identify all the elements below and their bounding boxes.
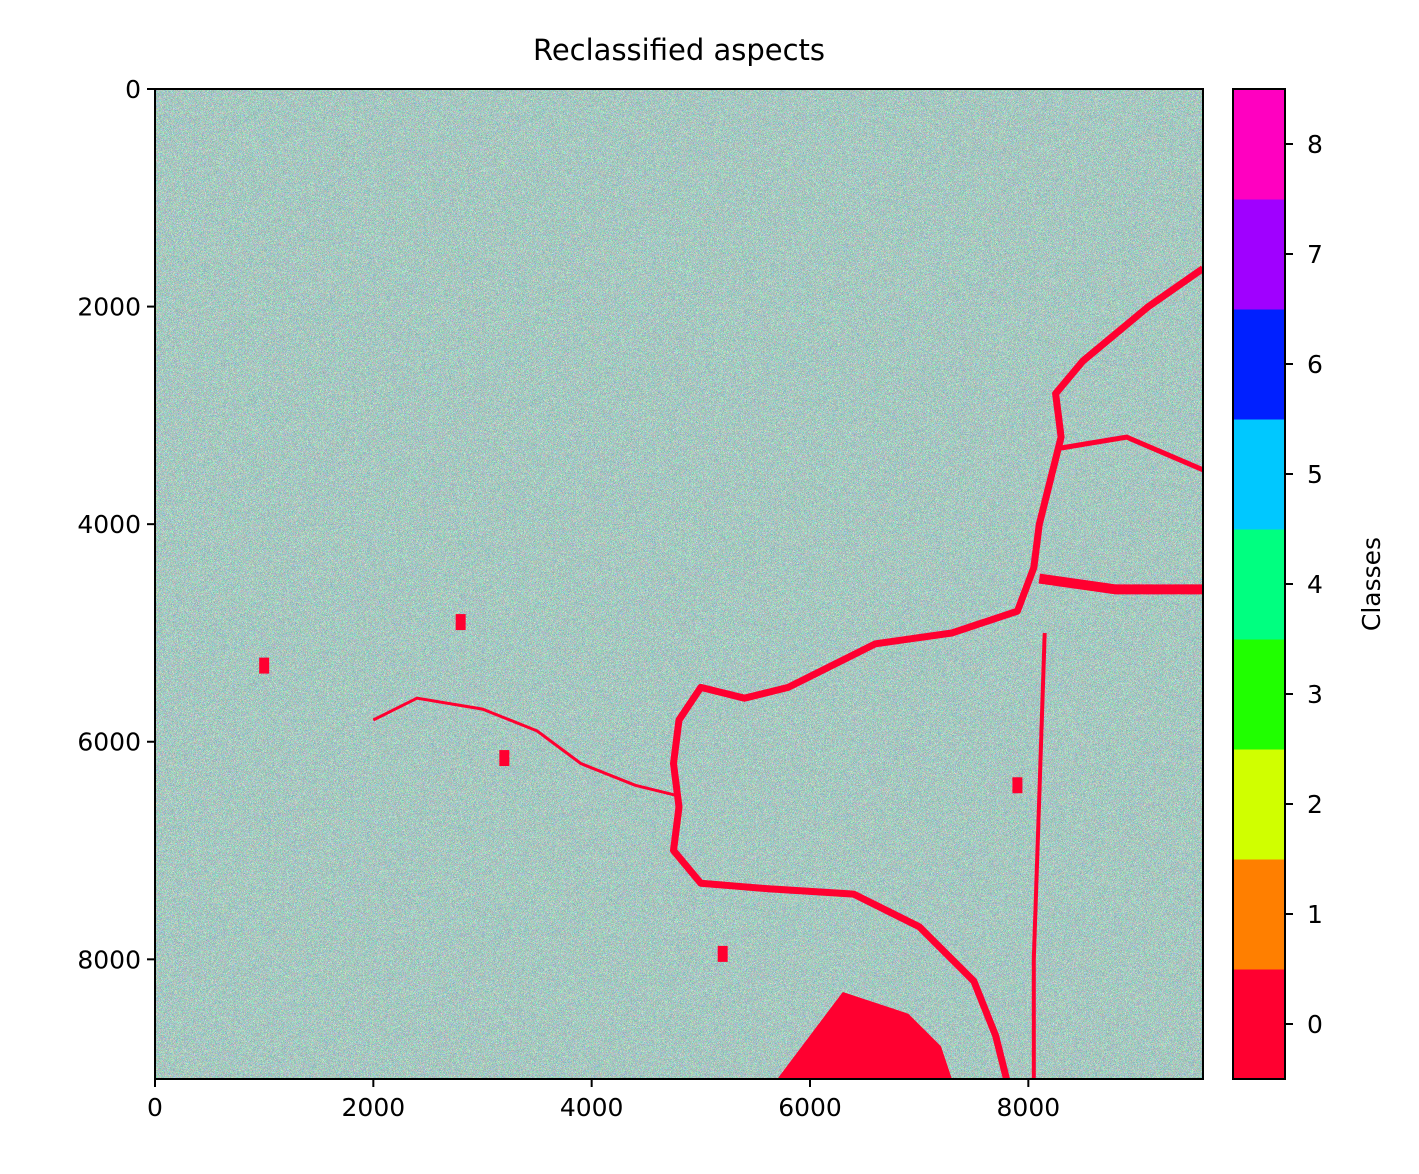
colorbar-tick-label: 1 xyxy=(1307,900,1323,929)
water-patch xyxy=(259,657,270,674)
colorbar-swatch xyxy=(1233,969,1285,1080)
x-axis: 0 2000 4000 6000 8000 xyxy=(147,1079,1060,1122)
colorbar-tick-label: 8 xyxy=(1307,130,1323,159)
colorbar-swatch xyxy=(1233,89,1285,200)
river-main xyxy=(670,265,1203,1079)
colorbar-frame xyxy=(1232,88,1286,1080)
y-axis: 0 2000 4000 6000 8000 xyxy=(77,75,155,974)
water-body-south xyxy=(777,992,952,1079)
colorbar-tick-label: 3 xyxy=(1307,680,1323,709)
water-patch xyxy=(1012,777,1023,794)
y-tick-label: 6000 xyxy=(77,728,141,757)
colorbar-label: Classes xyxy=(1357,537,1386,631)
y-tick-label: 8000 xyxy=(77,945,141,974)
water-patch xyxy=(499,750,510,767)
colorbar: 0 1 2 3 4 5 6 7 8 xyxy=(1232,88,1323,1080)
colorbar-swatch xyxy=(1233,199,1285,310)
colorbar-tick-label: 0 xyxy=(1307,1010,1323,1039)
colorbar-swatch xyxy=(1233,529,1285,640)
river-branch-east xyxy=(1038,573,1203,595)
y-tick-label: 4000 xyxy=(77,510,141,539)
x-tick-label: 0 xyxy=(147,1093,163,1122)
plot-frame xyxy=(154,88,1204,1080)
water-patch xyxy=(455,614,466,631)
y-tick-label: 2000 xyxy=(77,293,141,322)
colorbar-swatch xyxy=(1233,309,1285,420)
canal-south xyxy=(1031,632,1047,1079)
colorbar-tick-label: 7 xyxy=(1307,240,1323,269)
colorbar-swatch xyxy=(1233,639,1285,750)
colorbar-swatch xyxy=(1233,749,1285,860)
colorbar-tick-label: 4 xyxy=(1307,570,1323,599)
x-tick-label: 8000 xyxy=(997,1093,1061,1122)
x-tick-label: 4000 xyxy=(560,1093,624,1122)
colorbar-tick-label: 5 xyxy=(1307,460,1323,489)
colorbar-tick-label: 6 xyxy=(1307,350,1323,379)
chart-title: Reclassified aspects xyxy=(533,33,825,67)
river-branch-west xyxy=(372,696,680,798)
colorbar-swatch xyxy=(1233,419,1285,530)
plot-area xyxy=(154,88,1204,1080)
x-tick-label: 2000 xyxy=(342,1093,406,1122)
colorbar-swatch xyxy=(1233,859,1285,970)
x-tick-label: 6000 xyxy=(778,1093,842,1122)
y-tick-label: 0 xyxy=(125,75,141,104)
colorbar-tick-label: 2 xyxy=(1307,790,1323,819)
river-branch-northeast xyxy=(1060,434,1203,473)
water-patch xyxy=(717,945,728,962)
